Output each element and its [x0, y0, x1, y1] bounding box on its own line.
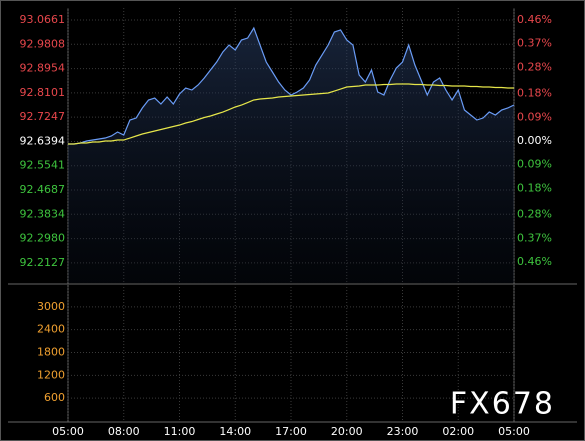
y-tick-label: 1200 [37, 368, 65, 381]
y-tick-label: 2400 [37, 323, 65, 336]
y-tick-label: 93.0661 [20, 13, 66, 26]
y2-tick-label: 0.09% [517, 158, 552, 171]
y-tick-label: 92.7247 [20, 110, 66, 123]
y-tick-label: 92.8954 [20, 62, 66, 75]
x-tick-label: 11:00 [164, 425, 196, 438]
x-tick-label: 08:00 [108, 425, 140, 438]
y2-tick-label: 0.46% [517, 255, 552, 268]
x-tick-label: 20:00 [331, 425, 363, 438]
x-tick-label: 17:00 [275, 425, 307, 438]
y-tick-label: 92.8101 [20, 86, 66, 99]
y-tick-label: 600 [44, 391, 65, 404]
y2-tick-label: 0.37% [517, 231, 552, 244]
y-tick-label: 92.9808 [20, 37, 66, 50]
x-tick-label: 14:00 [219, 425, 251, 438]
area [68, 28, 514, 283]
y-tick-label: 92.3834 [20, 207, 66, 220]
line [68, 26, 515, 145]
y2-tick-label: 0.09% [517, 110, 552, 123]
y2-tick-label: 0.00% [517, 134, 552, 147]
y2-tick-label: 0.28% [517, 208, 552, 221]
y-tick-label: 92.6394 [20, 134, 66, 147]
y2-tick-label: 0.18% [517, 181, 552, 194]
x-tick-label: 23:00 [387, 425, 419, 438]
y2-tick-label: 0.37% [517, 37, 552, 50]
x-tick-label: 05:00 [52, 425, 84, 438]
y-tick-label: 92.5541 [20, 159, 66, 172]
y2-tick-label: 0.46% [517, 13, 552, 26]
watermark: FX678 [450, 387, 555, 422]
x-tick-label: 02:00 [442, 425, 474, 438]
line [68, 83, 514, 145]
y2-tick-label: 0.28% [517, 60, 552, 73]
y-tick-label: 92.2980 [20, 232, 66, 245]
y-tick-label: 92.2127 [20, 256, 66, 269]
y2-tick-label: 0.18% [517, 87, 552, 100]
y-tick-label: 3000 [37, 300, 65, 313]
y-tick-label: 1800 [37, 346, 65, 359]
y-tick-label: 92.4687 [20, 183, 66, 196]
x-tick-label: 05:00 [498, 425, 530, 438]
